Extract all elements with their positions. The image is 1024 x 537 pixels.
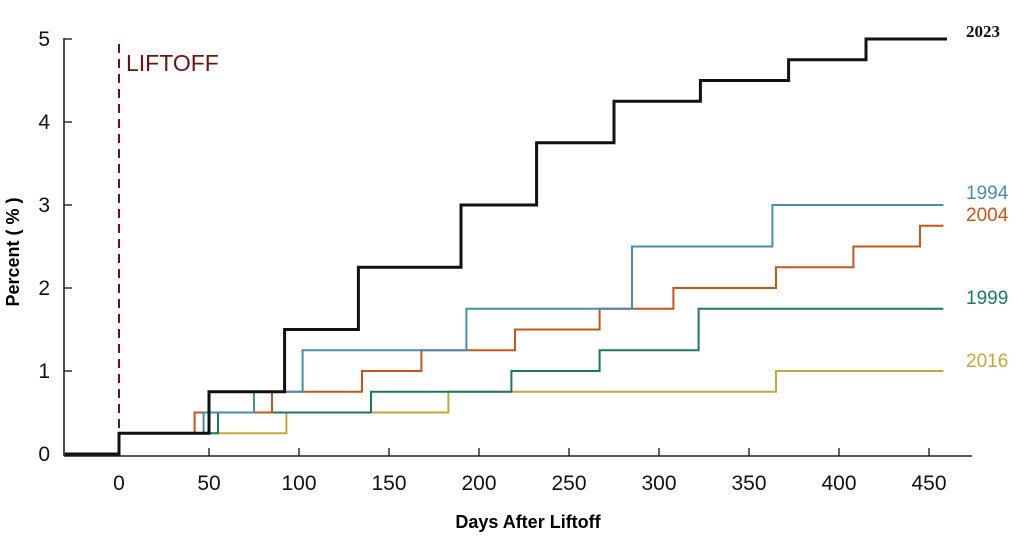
y-tick-label: 5 xyxy=(38,28,50,51)
x-tick-label: 450 xyxy=(911,472,946,495)
x-tick-label: 300 xyxy=(641,472,676,495)
series-label-2023: 2023 xyxy=(966,22,1000,41)
x-ticks: 0 50 100 150 200 250 300 350 400 450 xyxy=(113,448,947,495)
x-tick-label: 400 xyxy=(821,472,856,495)
x-tick-label: 100 xyxy=(281,472,316,495)
x-tick-label: 0 xyxy=(113,472,125,495)
y-tick-label: 1 xyxy=(38,360,50,383)
series-label-2004: 2004 xyxy=(966,205,1009,226)
y-tick-label: 4 xyxy=(38,111,50,134)
series-line-2023 xyxy=(65,37,947,456)
plot-area: 0 1 2 3 4 5 0 50 100 150 200 250 300 350 400 450 LIFTO… xyxy=(38,22,1008,495)
series-label-1994: 1994 xyxy=(966,183,1009,204)
x-tick-label: 150 xyxy=(371,472,406,495)
series-label-1999: 1999 xyxy=(966,288,1008,309)
y-ticks: 0 1 2 3 4 5 xyxy=(38,28,72,466)
y-axis-title: Percent ( % ) xyxy=(3,197,23,306)
y-tick-label: 3 xyxy=(38,194,50,217)
x-tick-label: 200 xyxy=(461,472,496,495)
x-tick-label: 50 xyxy=(197,472,220,495)
series-line-2004 xyxy=(65,224,944,455)
x-axis-title: Days After Liftoff xyxy=(455,512,601,532)
series-label-2016: 2016 xyxy=(966,351,1008,372)
y-tick-label: 0 xyxy=(38,443,50,466)
x-tick-label: 350 xyxy=(731,472,766,495)
x-tick-label: 250 xyxy=(551,472,586,495)
y-tick-label: 2 xyxy=(38,277,50,300)
liftoff-label: LIFTOFF xyxy=(126,50,219,76)
series-lines xyxy=(65,37,947,456)
series-line-1994 xyxy=(65,204,944,455)
